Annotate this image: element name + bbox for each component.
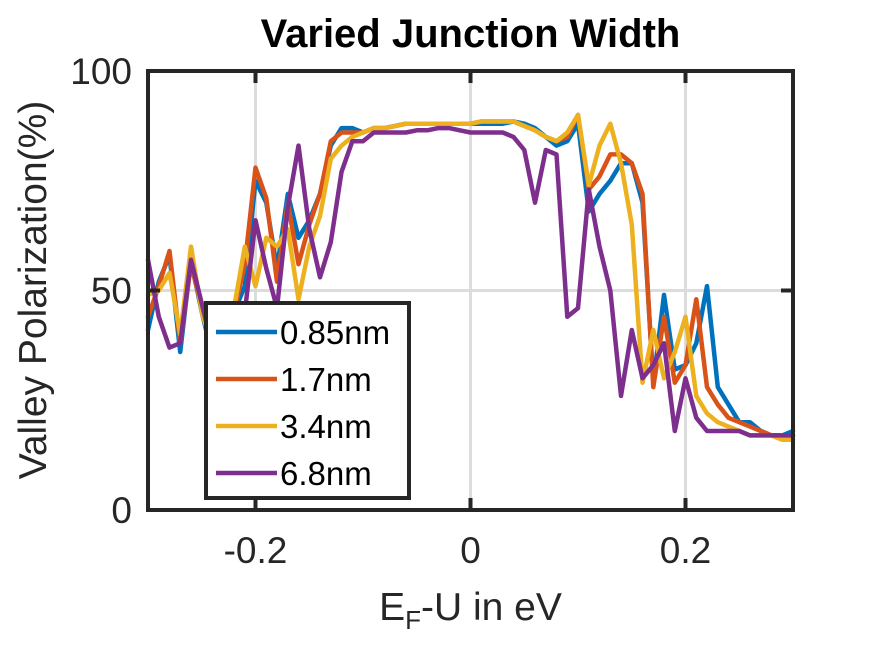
x-axis-label-main: E bbox=[379, 586, 406, 629]
y-tick-label: 50 bbox=[91, 271, 132, 312]
legend-label: 6.8nm bbox=[280, 455, 372, 492]
series-line-3.4nm bbox=[145, 112, 796, 443]
x-axis-label: EF-U in eV bbox=[148, 586, 793, 636]
legend-box bbox=[204, 301, 411, 500]
y-tick-label: 100 bbox=[70, 51, 132, 92]
chart-title: Varied Junction Width bbox=[260, 12, 681, 56]
x-tick-label: 0.2 bbox=[660, 530, 711, 571]
x-tick-label: 0 bbox=[460, 530, 481, 571]
legend-label: 3.4nm bbox=[280, 408, 372, 445]
x-tick-label: -0.2 bbox=[224, 530, 288, 571]
x-axis-label-subscript: F bbox=[405, 605, 421, 635]
legend-label: 1.7nm bbox=[280, 361, 372, 398]
y-tick-label: 0 bbox=[111, 490, 132, 531]
series-line-6.8nm bbox=[145, 125, 796, 438]
legend-label: 0.85nm bbox=[280, 314, 390, 351]
x-axis-label-rest: -U in eV bbox=[421, 586, 562, 629]
